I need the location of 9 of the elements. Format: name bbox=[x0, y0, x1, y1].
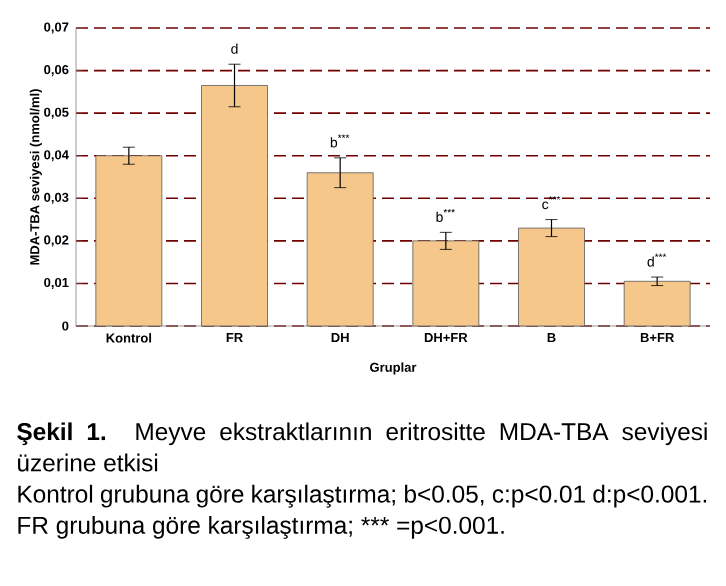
bar bbox=[518, 227, 585, 327]
text: Kontrol grubuna göre karşılaştırma; b<0.05, c:p<0.01 d:p<0.001. bbox=[18, 484, 707, 508]
bar bbox=[623, 280, 691, 327]
bar bbox=[306, 172, 374, 327]
bar bbox=[412, 240, 480, 327]
bar bbox=[95, 155, 163, 327]
chart-title: Şekil 1. Meyve ekstraktlarının eritrositte MDA-TBA seviyesi üzerine etkisi bbox=[17, 422, 707, 472]
text: FR grubuna göre karşılaştırma; *** =p<0.001. bbox=[18, 515, 504, 539]
bar bbox=[201, 85, 268, 327]
